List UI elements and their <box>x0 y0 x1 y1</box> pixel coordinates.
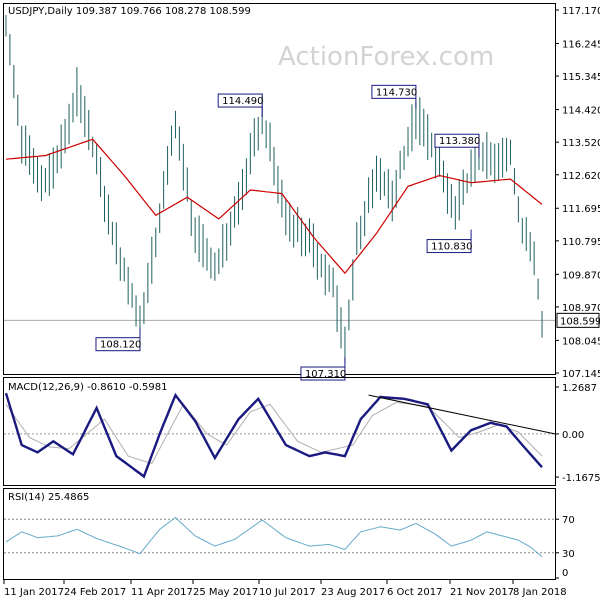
annotation-box <box>217 93 263 108</box>
price-panel-frame <box>3 3 556 375</box>
annotation-box <box>95 337 141 352</box>
annotation-box <box>371 84 417 99</box>
price-tick-label: 112.620 <box>562 171 600 182</box>
macd-panel-frame <box>3 377 556 486</box>
rsi-line <box>5 516 543 557</box>
x-tick-label: 6 Oct 2017 <box>387 587 442 598</box>
price-tick-label: 114.420 <box>562 106 600 117</box>
rsi-tick-label: 0 <box>562 568 568 579</box>
rsi-y-axis: 70 30 0 <box>555 515 575 579</box>
current-price-tag: 108.599 <box>556 312 600 328</box>
annotation-box <box>434 133 480 148</box>
price-tick-label: 115.345 <box>562 72 600 83</box>
macd-tick-label: 0.00 <box>562 430 584 441</box>
price-tick-label: 108.045 <box>562 336 600 347</box>
price-y-axis: 117.170 116.245 115.345 114.420 113.520 112.6… <box>555 6 600 380</box>
macd-y-axis: 1.2687 0.00 -1.1675 <box>555 383 600 484</box>
price-tick-label: 110.795 <box>562 237 600 248</box>
symbol-info: USDJPY,Daily 109.387 109.766 108.278 108… <box>8 6 251 17</box>
price-tick-label: 111.695 <box>562 204 600 215</box>
rsi-reference-lines <box>4 518 555 554</box>
annotation-label: 108.120 <box>100 340 141 351</box>
price-annotations: 114.490 114.730 113.380 110.830 108.120 107.3… <box>95 84 480 381</box>
moving-average-line <box>5 138 543 275</box>
x-tick-label: 10 Jul 2017 <box>259 587 316 598</box>
annotation-label: 114.730 <box>376 87 417 98</box>
x-tick-label: 8 Jan 2018 <box>513 587 567 598</box>
price-tick-label: 108.970 <box>562 303 600 314</box>
watermark: ActionForex.com <box>278 42 494 72</box>
macd-line <box>4 392 543 479</box>
annotation-label: 114.490 <box>222 96 263 107</box>
rsi-title: RSI(14) 25.4865 <box>8 492 89 503</box>
price-tick-label: 117.170 <box>562 6 600 17</box>
annotation-box <box>426 239 472 254</box>
rsi-tick-label: 30 <box>562 549 575 560</box>
x-tick-label: 25 May 2017 <box>193 587 258 598</box>
annotation-label: 110.830 <box>431 242 472 253</box>
x-tick-label: 24 Feb 2017 <box>64 587 126 598</box>
annotation-label: 113.380 <box>439 136 480 147</box>
x-tick-label: 11 Apr 2017 <box>131 587 193 598</box>
annotation-label: 107.310 <box>305 369 346 380</box>
macd-signal-line <box>5 401 543 465</box>
price-tick-label: 116.245 <box>562 39 600 50</box>
current-price-box <box>556 312 600 328</box>
macd-title: MACD(12,26,9) -0.8610 -0.5981 <box>8 382 168 393</box>
x-tick-label: 21 Nov 2017 <box>450 587 514 598</box>
rsi-panel: RSI(14) 25.4865 70 30 0 <box>3 488 575 580</box>
x-axis: 11 Jan 2017 24 Feb 2017 11 Apr 2017 25 May … <box>3 580 567 598</box>
price-tick-label: 109.870 <box>562 270 600 281</box>
rsi-panel-frame <box>3 488 556 580</box>
price-bars <box>5 14 543 363</box>
x-tick-label: 11 Jan 2017 <box>4 587 64 598</box>
annotation-box <box>300 366 346 381</box>
x-tick-label: 23 Aug 2017 <box>321 587 385 598</box>
macd-trendline <box>368 394 556 435</box>
macd-tick-label: 1.2687 <box>562 383 597 394</box>
price-panel: ActionForex.com USDJPY,Daily 109.387 109… <box>3 3 600 381</box>
price-tick-label: 113.520 <box>562 138 600 149</box>
macd-panel: MACD(12,26,9) -0.8610 -0.5981 1.2687 0.00… <box>3 377 600 486</box>
price-tick-label: 107.145 <box>562 369 600 380</box>
rsi-tick-label: 70 <box>562 515 575 526</box>
current-price-label: 108.599 <box>560 316 600 327</box>
macd-tick-label: -1.1675 <box>562 473 600 484</box>
